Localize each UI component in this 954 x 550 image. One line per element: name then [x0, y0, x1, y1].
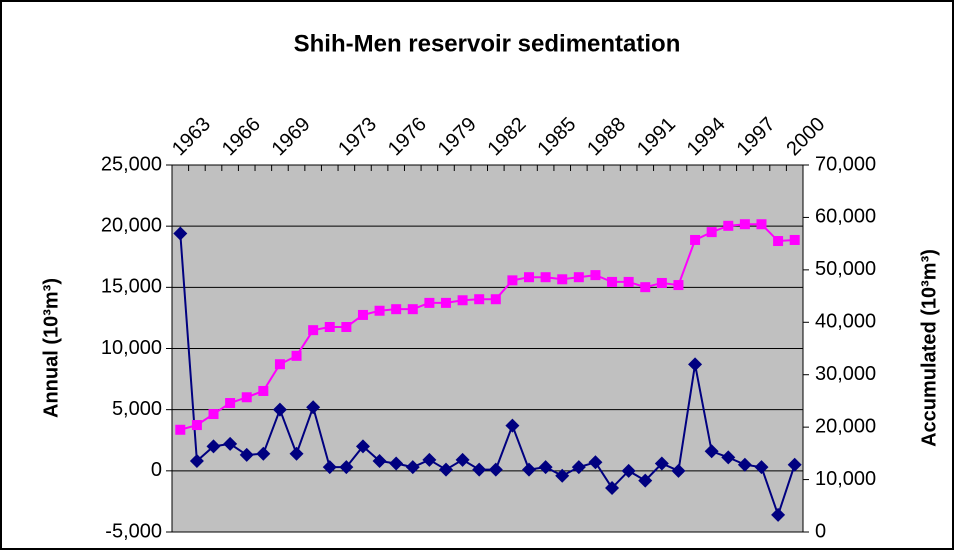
diamond-marker: [538, 460, 553, 475]
square-marker: [225, 398, 236, 409]
square-marker: [490, 294, 501, 305]
y-tick-label: 20,000: [101, 214, 162, 236]
diamond-marker: [605, 480, 620, 495]
diamond-marker: [339, 460, 354, 475]
square-marker: [773, 236, 784, 247]
square-marker: [175, 424, 186, 435]
y2-tick-label: 10,000: [815, 468, 876, 490]
square-marker: [524, 272, 535, 283]
square-marker: [756, 219, 767, 230]
diamond-marker: [488, 462, 503, 477]
square-marker: [324, 322, 335, 333]
diamond-marker: [787, 457, 802, 472]
y-axis-title: Annual (10³m³): [40, 278, 62, 418]
diamond-marker: [173, 226, 188, 241]
diamond-marker: [704, 444, 719, 459]
diamond-marker: [638, 473, 653, 488]
square-marker: [440, 297, 451, 308]
y-tick-label: -5,000: [105, 520, 162, 542]
diamond-marker: [223, 436, 238, 451]
y2-axis-title: Accumulated (10³m³): [918, 249, 940, 447]
square-marker: [789, 234, 800, 245]
diamond-marker: [438, 462, 453, 477]
square-marker: [357, 309, 368, 320]
square-marker: [673, 280, 684, 291]
diamond-marker: [737, 457, 752, 472]
square-marker: [590, 270, 601, 281]
square-marker: [274, 359, 285, 370]
y2-tick-label: 70,000: [815, 153, 876, 175]
diamond-marker: [505, 418, 520, 433]
square-marker: [407, 304, 418, 315]
y2-tick-label: 50,000: [815, 258, 876, 280]
diamond-marker: [771, 507, 786, 522]
y2-tick-label: 30,000: [815, 363, 876, 385]
chart-title: Shih-Men reservoir sedimentation: [294, 30, 681, 57]
diamond-marker: [588, 455, 603, 470]
square-marker: [706, 227, 717, 238]
square-marker: [291, 350, 302, 361]
square-marker: [540, 272, 551, 283]
y2-tick-label: 20,000: [815, 415, 876, 437]
y-tick-label: 15,000: [101, 276, 162, 298]
square-marker: [474, 294, 485, 305]
square-marker: [308, 325, 319, 336]
diamond-marker: [272, 402, 287, 417]
diamond-marker: [671, 463, 686, 478]
square-marker: [723, 220, 734, 231]
y2-tick-label: 40,000: [815, 311, 876, 333]
diamond-marker: [389, 456, 404, 471]
diamond-marker: [688, 357, 703, 372]
diamond-marker: [621, 463, 636, 478]
y-tick-label: 10,000: [101, 337, 162, 359]
diamond-marker: [306, 400, 321, 415]
diamond-marker: [522, 462, 537, 477]
diamond-marker: [355, 439, 370, 454]
square-marker: [424, 297, 435, 308]
diamond-marker: [206, 439, 221, 454]
diamond-marker: [721, 450, 736, 465]
square-marker: [690, 234, 701, 245]
diamond-marker: [654, 456, 669, 471]
y-tick-label: 25,000: [101, 153, 162, 175]
square-marker: [191, 420, 202, 431]
diamond-marker: [289, 446, 304, 461]
y-tick-label: 0: [151, 459, 162, 481]
diamond-marker: [422, 452, 437, 467]
diamond-marker: [239, 447, 254, 462]
diamond-marker: [372, 454, 387, 469]
diamond-marker: [256, 446, 271, 461]
square-marker: [208, 409, 219, 420]
diamond-marker: [754, 460, 769, 475]
square-marker: [457, 295, 468, 306]
y2-tick-label: 0: [815, 520, 826, 542]
square-marker: [258, 385, 269, 396]
square-marker: [656, 277, 667, 288]
square-marker: [623, 276, 634, 287]
series-line: [179, 233, 796, 518]
diamond-marker: [322, 460, 337, 475]
y-tick-label: 5,000: [112, 398, 162, 420]
square-marker: [739, 219, 750, 230]
square-marker: [374, 305, 385, 316]
square-marker: [607, 276, 618, 287]
diamond-marker: [405, 460, 420, 475]
square-marker: [341, 322, 352, 333]
diamond-marker: [571, 460, 586, 475]
diamond-marker: [472, 462, 487, 477]
y2-tick-label: 60,000: [815, 206, 876, 228]
diamond-marker: [555, 468, 570, 483]
square-marker: [573, 272, 584, 283]
square-marker: [507, 275, 518, 286]
diamond-marker: [189, 454, 204, 469]
square-marker: [391, 304, 402, 315]
diamond-marker: [455, 452, 470, 467]
square-marker: [241, 392, 252, 403]
square-marker: [557, 274, 568, 285]
square-marker: [640, 282, 651, 293]
